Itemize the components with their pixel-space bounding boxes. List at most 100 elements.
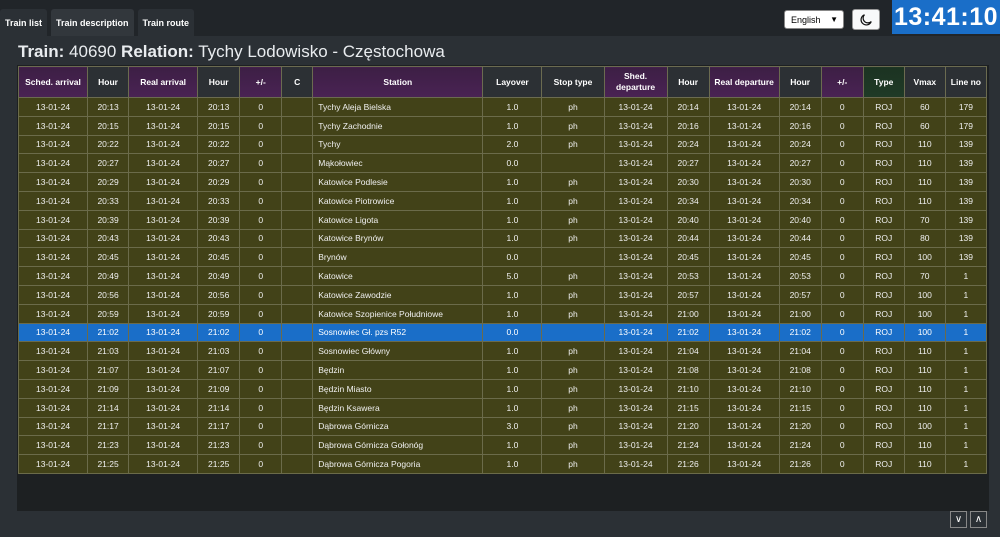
table-row[interactable]: 13-01-24 21:17 13-01-24 21:17 0 Dąbrowa Górni… bbox=[17, 416, 988, 437]
chevron-down-icon: ▼ bbox=[830, 15, 838, 24]
cell-departure-hour: 20:14 bbox=[666, 97, 710, 117]
table-row[interactable]: 13-01-24 21:02 13-01-24 21:02 0 Sosnowiec Gł.… bbox=[17, 322, 988, 343]
table-row[interactable]: 13-01-24 20:56 13-01-24 20:56 0 Katowice Zawo… bbox=[17, 284, 988, 305]
table-row[interactable]: 13-01-24 21:07 13-01-24 21:07 0 Będzin 1.0 ph 13… bbox=[17, 360, 988, 380]
cell-arrival-hour: 21:02 bbox=[87, 322, 130, 343]
cell-sched-arrival: 13-01-24 bbox=[17, 190, 89, 211]
cell-departure-delay: 0 bbox=[820, 360, 864, 380]
cell-vmax: 60 bbox=[903, 115, 946, 136]
cell-layover: 1.0 bbox=[482, 435, 543, 456]
table-row[interactable]: 13-01-24 20:27 13-01-24 20:27 0 Mąkołowiec 0.0… bbox=[17, 153, 988, 174]
cell-vmax: 110 bbox=[903, 190, 946, 211]
cell-c bbox=[281, 115, 314, 136]
tab-train-list[interactable]: Train list bbox=[0, 9, 48, 36]
cell-stop-type: ph bbox=[541, 360, 605, 380]
table-row[interactable]: 13-01-24 20:39 13-01-24 20:39 0 Katowice Ligo… bbox=[17, 209, 988, 230]
cell-real-arrival: 13-01-24 bbox=[128, 322, 199, 343]
timetable-table: Sched. arrival Hour Real arrival Hour +/… bbox=[17, 66, 988, 474]
cell-station: Katowice Brynów bbox=[312, 228, 484, 249]
cell-real-arrival-hour: 20:39 bbox=[197, 209, 241, 230]
cell-departure-delay: 0 bbox=[820, 247, 864, 268]
cell-type: ROJ bbox=[862, 134, 905, 155]
cell-type: ROJ bbox=[862, 397, 905, 418]
table-row[interactable]: 13-01-24 21:25 13-01-24 21:25 0 Dąbrowa Górni… bbox=[17, 454, 988, 474]
col-arrival-delay[interactable]: +/- bbox=[239, 66, 283, 98]
col-real-departure-hour[interactable]: Hour bbox=[778, 66, 822, 98]
cell-real-departure: 13-01-24 bbox=[708, 341, 780, 362]
cell-real-departure: 13-01-24 bbox=[708, 172, 780, 192]
col-layover[interactable]: Layover bbox=[482, 66, 543, 98]
theme-toggle-button[interactable] bbox=[852, 9, 880, 30]
table-row[interactable]: 13-01-24 20:49 13-01-24 20:49 0 Katowice 5.0 ph… bbox=[17, 266, 988, 286]
cell-sched-arrival: 13-01-24 bbox=[17, 172, 89, 192]
col-departure-delay[interactable]: +/- bbox=[820, 66, 864, 98]
col-departure-hour[interactable]: Hour bbox=[666, 66, 710, 98]
col-stop-type[interactable]: Stop type bbox=[541, 66, 605, 98]
col-real-arrival[interactable]: Real arrival bbox=[128, 66, 199, 98]
table-row[interactable]: 13-01-24 20:15 13-01-24 20:15 0 Tychy Zachodn… bbox=[17, 115, 988, 136]
cell-type: ROJ bbox=[862, 209, 905, 230]
cell-real-departure: 13-01-24 bbox=[708, 435, 780, 456]
cell-arrival-hour: 21:07 bbox=[87, 360, 130, 380]
cell-line-no: 139 bbox=[944, 134, 988, 155]
cell-vmax: 110 bbox=[903, 454, 946, 474]
cell-real-departure-hour: 20:16 bbox=[778, 115, 822, 136]
cell-departure-hour: 21:00 bbox=[666, 303, 710, 324]
col-line-no[interactable]: Line no bbox=[944, 66, 988, 98]
table-row[interactable]: 13-01-24 20:33 13-01-24 20:33 0 Katowice Piot… bbox=[17, 190, 988, 211]
table-row[interactable]: 13-01-24 20:45 13-01-24 20:45 0 Brynów 0.0 13-0… bbox=[17, 247, 988, 268]
table-row[interactable]: 13-01-24 20:22 13-01-24 20:22 0 Tychy 2.0 ph 13-… bbox=[17, 134, 988, 155]
table-row[interactable]: 13-01-24 21:09 13-01-24 21:09 0 Będzin Miasto… bbox=[17, 378, 988, 399]
cell-type: ROJ bbox=[862, 97, 905, 117]
cell-real-departure-hour: 20:44 bbox=[778, 228, 822, 249]
col-arrival-hour[interactable]: Hour bbox=[87, 66, 130, 98]
table-row[interactable]: 13-01-24 20:13 13-01-24 20:13 0 Tychy Aleja B… bbox=[17, 97, 988, 117]
cell-vmax: 110 bbox=[903, 153, 946, 174]
table-row[interactable]: 13-01-24 21:23 13-01-24 21:23 0 Dąbrowa Górni… bbox=[17, 435, 988, 456]
cell-real-arrival-hour: 21:23 bbox=[197, 435, 241, 456]
cell-sched-departure: 13-01-24 bbox=[603, 228, 668, 249]
tab-train-description[interactable]: Train description bbox=[51, 9, 134, 36]
cell-real-arrival: 13-01-24 bbox=[128, 397, 199, 418]
scroll-up-button[interactable]: ∧ bbox=[970, 511, 987, 528]
table-row[interactable]: 13-01-24 20:59 13-01-24 20:59 0 Katowice Szop… bbox=[17, 303, 988, 324]
cell-real-arrival: 13-01-24 bbox=[128, 115, 199, 136]
cell-arrival-delay: 0 bbox=[239, 190, 283, 211]
table-row[interactable]: 13-01-24 21:03 13-01-24 21:03 0 Sosnowiec Głó… bbox=[17, 341, 988, 362]
scroll-down-button[interactable]: ∨ bbox=[950, 511, 967, 528]
cell-vmax: 80 bbox=[903, 228, 946, 249]
cell-station: Katowice Piotrowice bbox=[312, 190, 484, 211]
table-row[interactable]: 13-01-24 21:14 13-01-24 21:14 0 Będzin Ksawer… bbox=[17, 397, 988, 418]
col-sched-arrival[interactable]: Sched. arrival bbox=[17, 66, 89, 98]
cell-arrival-hour: 21:03 bbox=[87, 341, 130, 362]
cell-station: Brynów bbox=[312, 247, 484, 268]
col-type[interactable]: Type bbox=[862, 66, 905, 98]
col-c[interactable]: C bbox=[281, 66, 314, 98]
table-body: 13-01-24 20:13 13-01-24 20:13 0 Tychy Aleja B… bbox=[17, 97, 988, 474]
cell-vmax: 110 bbox=[903, 397, 946, 418]
cell-layover: 1.0 bbox=[482, 341, 543, 362]
cell-sched-arrival: 13-01-24 bbox=[17, 416, 89, 437]
cell-sched-arrival: 13-01-24 bbox=[17, 228, 89, 249]
cell-real-arrival: 13-01-24 bbox=[128, 153, 199, 174]
cell-arrival-delay: 0 bbox=[239, 303, 283, 324]
cell-type: ROJ bbox=[862, 322, 905, 343]
tab-train-route[interactable]: Train route bbox=[137, 9, 195, 36]
cell-arrival-delay: 0 bbox=[239, 172, 283, 192]
table-row[interactable]: 13-01-24 20:43 13-01-24 20:43 0 Katowice Bryn… bbox=[17, 228, 988, 249]
col-sched-departure[interactable]: Shed. departure bbox=[603, 66, 668, 98]
cell-real-departure: 13-01-24 bbox=[708, 360, 780, 380]
col-vmax[interactable]: Vmax bbox=[903, 66, 946, 98]
cell-real-arrival-hour: 20:29 bbox=[197, 172, 241, 192]
col-real-departure[interactable]: Real departure bbox=[708, 66, 780, 98]
table-row[interactable]: 13-01-24 20:29 13-01-24 20:29 0 Katowice Podl… bbox=[17, 172, 988, 192]
language-select[interactable]: English ▼ bbox=[784, 10, 844, 29]
col-real-arrival-hour[interactable]: Hour bbox=[197, 66, 241, 98]
cell-real-arrival: 13-01-24 bbox=[128, 209, 199, 230]
cell-real-departure-hour: 20:45 bbox=[778, 247, 822, 268]
cell-station: Będzin Ksawera bbox=[312, 397, 484, 418]
cell-real-arrival-hour: 21:07 bbox=[197, 360, 241, 380]
col-station[interactable]: Station bbox=[312, 66, 484, 98]
cell-sched-departure: 13-01-24 bbox=[603, 378, 668, 399]
cell-sched-arrival: 13-01-24 bbox=[17, 247, 89, 268]
